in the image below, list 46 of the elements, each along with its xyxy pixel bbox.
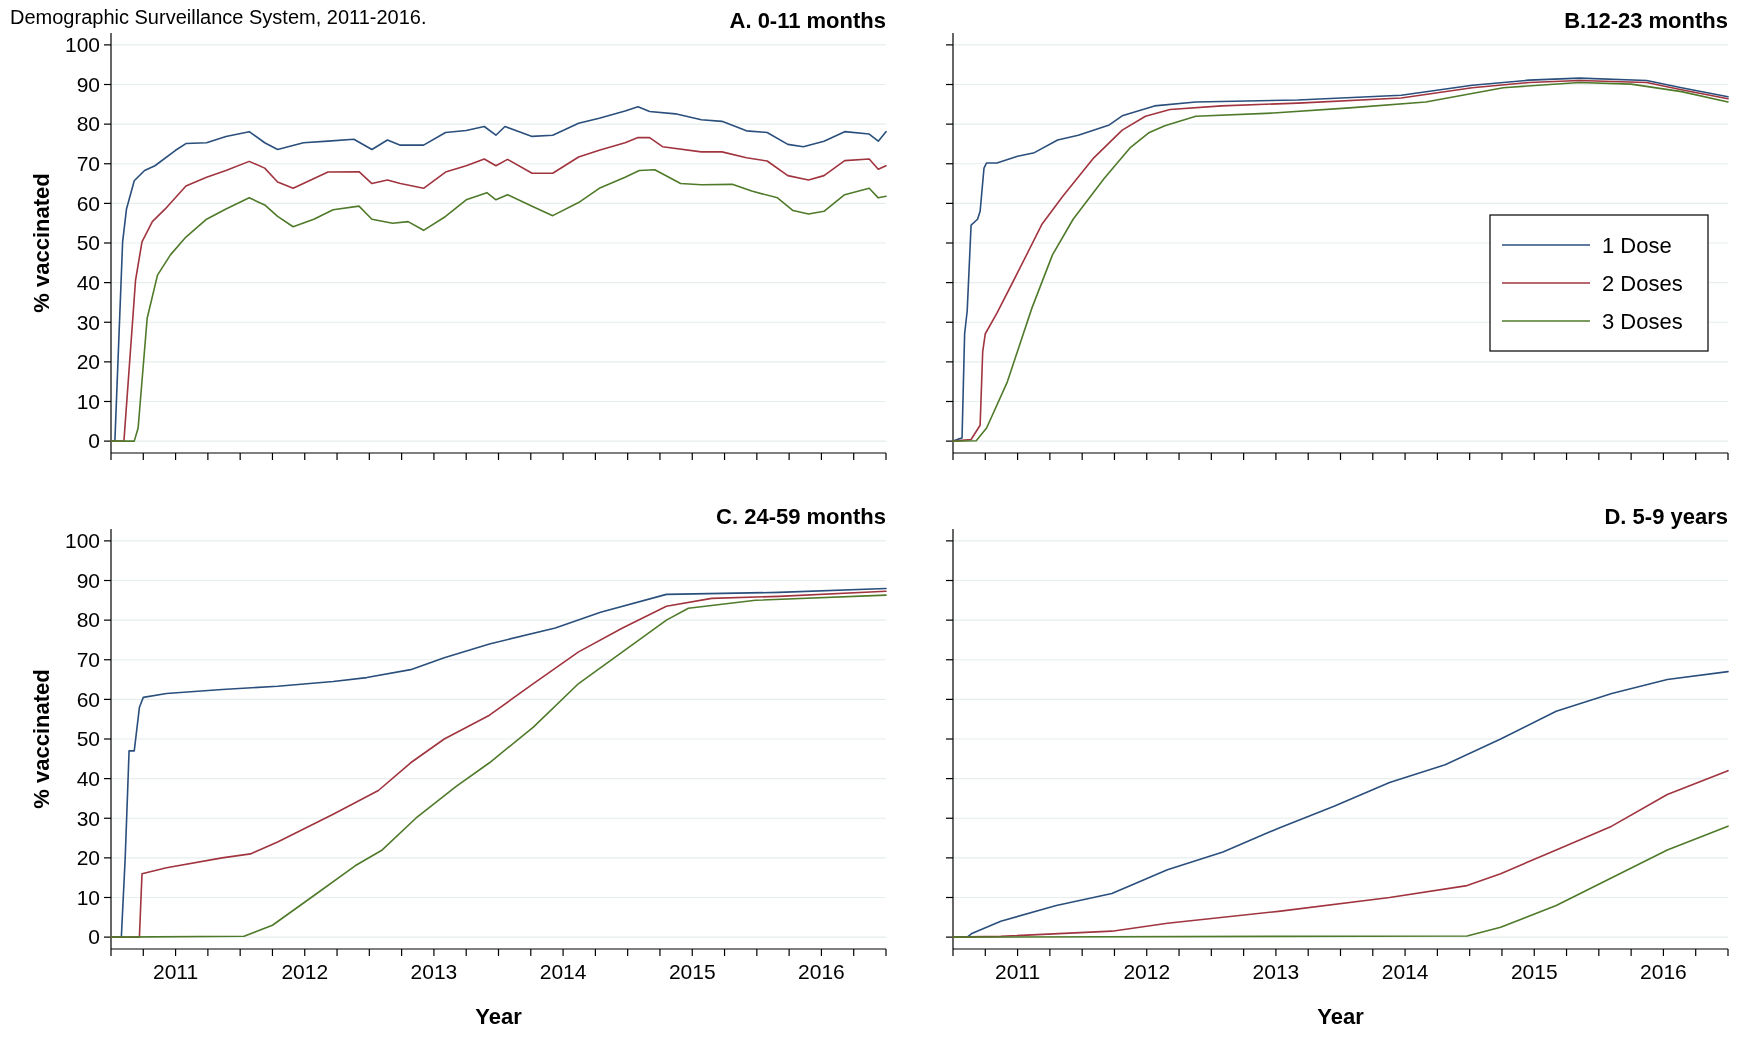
y-tick-label: 60 — [76, 687, 100, 711]
legend-label: 1 Dose — [1602, 232, 1672, 258]
chart-title: B.12-23 months — [1564, 8, 1728, 33]
x-tick-label: 2015 — [1510, 960, 1558, 983]
y-tick-label: 40 — [76, 270, 100, 294]
y-tick-label: 20 — [76, 846, 100, 870]
y-tick-label: 40 — [76, 766, 100, 790]
legend-label: 2 Doses — [1602, 270, 1683, 296]
legend-label: 3 Doses — [1602, 308, 1683, 334]
text: Demographic Surveillance System, 2011-2016. — [10, 6, 427, 28]
y-tick-label: 90 — [76, 72, 100, 96]
x-tick-label: 2013 — [410, 960, 458, 983]
chart-title: C. 24-59 months — [716, 504, 886, 529]
y-axis-title: % vaccinated — [29, 173, 54, 313]
x-tick-label: 2011 — [153, 960, 199, 983]
y-tick-label: 0 — [88, 925, 100, 949]
y-tick-label: 80 — [76, 608, 100, 632]
x-tick-label: 2016 — [1640, 960, 1687, 983]
y-tick-label: 50 — [76, 231, 100, 255]
y-tick-label: 80 — [76, 112, 100, 136]
y-tick-label: 30 — [76, 310, 100, 334]
y-tick-label: 100 — [64, 529, 100, 553]
x-tick-label: 2015 — [668, 960, 716, 983]
y-tick-label: 70 — [76, 648, 100, 672]
x-tick-label: 2013 — [1252, 960, 1300, 983]
x-tick-label: 2014 — [1381, 960, 1429, 983]
y-tick-label: 20 — [76, 350, 100, 374]
y-tick-label: 10 — [76, 389, 100, 413]
x-tick-label: 2016 — [798, 960, 845, 983]
y-tick-label: 50 — [76, 727, 100, 751]
x-tick-label: 2014 — [539, 960, 587, 983]
chart-title: D. 5-9 years — [1604, 504, 1728, 529]
x-tick-label: 2011 — [995, 960, 1041, 983]
x-tick-label: 2012 — [1123, 960, 1171, 983]
y-tick-label: 60 — [76, 191, 100, 215]
y-axis-title: % vaccinated — [29, 669, 54, 809]
y-tick-label: 90 — [76, 568, 100, 592]
y-tick-label: 30 — [76, 806, 100, 830]
y-tick-label: 100 — [64, 33, 100, 57]
x-axis-title: Year — [1317, 1004, 1365, 1029]
y-tick-label: 0 — [88, 429, 100, 453]
x-tick-label: 2012 — [281, 960, 329, 983]
chart-title: A. 0-11 months — [729, 8, 886, 33]
y-tick-label: 10 — [76, 885, 100, 909]
y-tick-label: 70 — [76, 152, 100, 176]
x-axis-title: Year — [475, 1004, 523, 1029]
